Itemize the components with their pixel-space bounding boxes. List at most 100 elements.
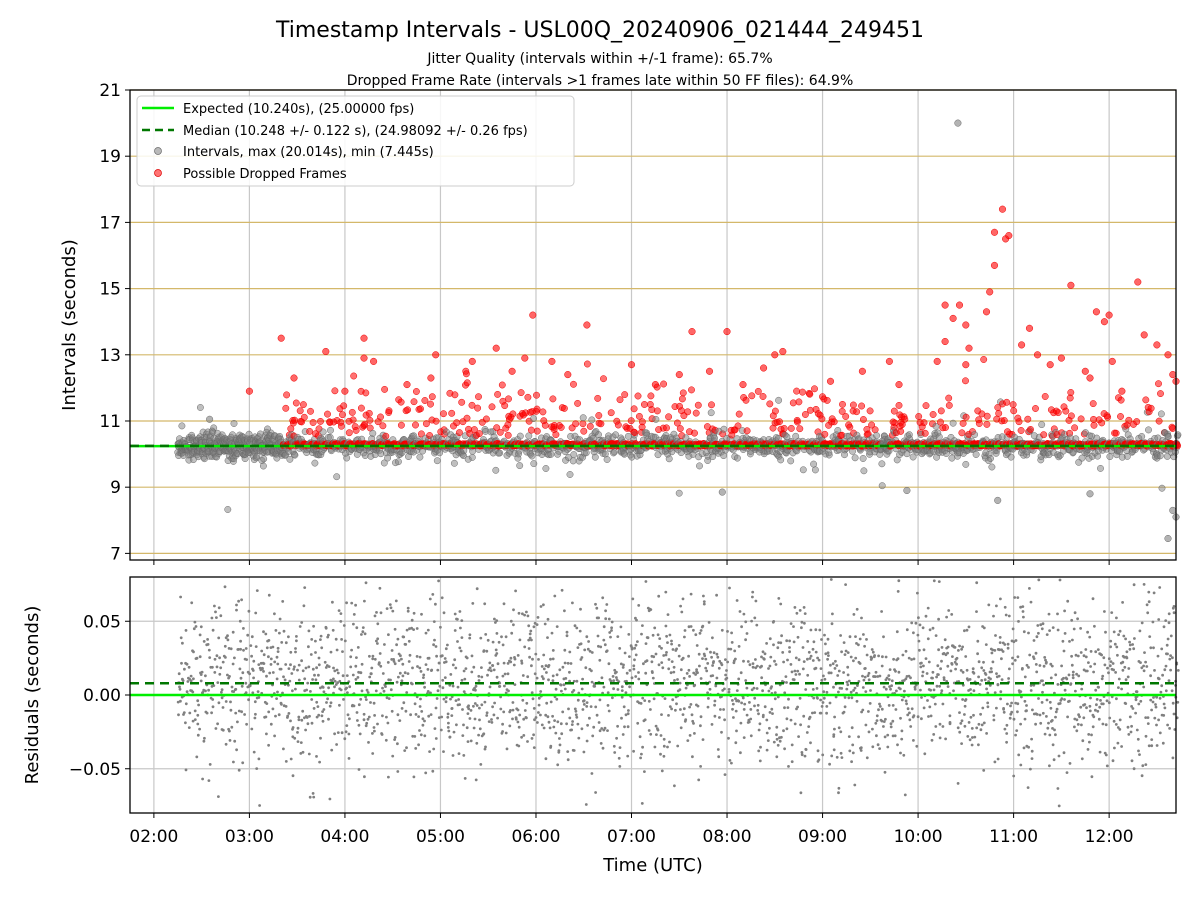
- residual-point: [206, 643, 210, 646]
- residual-point: [327, 665, 331, 668]
- residual-point: [726, 630, 729, 633]
- dropped-frame-point: [292, 399, 300, 407]
- residual-point: [376, 642, 379, 645]
- residual-point: [280, 702, 283, 706]
- residual-point: [660, 661, 664, 664]
- residual-point: [246, 633, 250, 637]
- residual-point: [579, 642, 583, 646]
- interval-outlier-point: [206, 415, 214, 423]
- residual-point: [247, 698, 251, 702]
- residual-point: [565, 630, 569, 634]
- residual-point: [373, 729, 376, 733]
- residual-point: [297, 715, 301, 719]
- dropped-frame-point: [789, 399, 797, 407]
- residual-point: [526, 740, 529, 743]
- interval-point: [416, 453, 424, 461]
- dropped-frame-point: [509, 410, 517, 418]
- residual-point: [717, 666, 721, 670]
- residual-point: [274, 629, 278, 632]
- dropped-frame-point: [379, 422, 387, 430]
- residual-point: [728, 586, 731, 590]
- residual-point: [525, 716, 528, 720]
- residual-point: [668, 740, 671, 744]
- residual-point: [546, 617, 550, 621]
- residual-point: [390, 709, 394, 713]
- residual-point: [660, 713, 663, 716]
- residual-point: [543, 622, 547, 626]
- residual-point: [293, 665, 296, 669]
- dropped-outlier-point: [760, 364, 768, 372]
- residual-point: [494, 648, 498, 652]
- interval-point: [787, 457, 795, 465]
- residual-point: [367, 715, 371, 719]
- residual-point: [418, 655, 422, 659]
- residual-point: [254, 712, 257, 716]
- interval-point: [230, 420, 238, 427]
- dropped-frame-point: [890, 407, 898, 415]
- residual-point: [301, 709, 305, 713]
- residual-point: [707, 621, 711, 624]
- dropped-frame-point: [597, 420, 605, 428]
- residual-point: [210, 616, 214, 620]
- residual-point: [702, 594, 705, 598]
- residual-point: [315, 755, 318, 758]
- residual-point: [642, 662, 645, 666]
- residual-point: [513, 657, 517, 661]
- residual-point: [488, 661, 492, 665]
- residual-point: [287, 635, 290, 639]
- dropped-frame-point: [412, 421, 419, 429]
- dropped-frame-point: [849, 401, 857, 409]
- residual-point: [184, 629, 188, 632]
- residual-point: [460, 636, 464, 639]
- residual-point: [621, 733, 625, 736]
- dropped-frame-point: [317, 417, 324, 425]
- residual-point: [686, 739, 690, 742]
- residual-point: [468, 633, 472, 637]
- dropped-frame-point: [533, 405, 541, 413]
- residual-point: [460, 678, 464, 682]
- residual-point: [491, 664, 495, 667]
- residual-point: [493, 617, 496, 621]
- residual-point: [516, 708, 520, 712]
- interval-point: [311, 459, 319, 467]
- residual-point: [713, 714, 717, 718]
- residual-point: [208, 656, 212, 659]
- residual-point: [704, 657, 708, 661]
- dropped-frame-point: [296, 407, 304, 415]
- residual-point: [317, 713, 321, 717]
- residual-point: [199, 673, 203, 676]
- residual-point: [594, 791, 597, 794]
- residual-point: [728, 759, 732, 762]
- residual-point: [255, 589, 259, 592]
- residual-point: [599, 742, 603, 745]
- residual-point: [405, 691, 409, 694]
- residual-point: [703, 654, 707, 658]
- interval-point: [652, 415, 660, 423]
- residual-point: [192, 677, 195, 681]
- residual-point: [370, 666, 374, 670]
- residual-point: [292, 667, 296, 671]
- residual-point: [589, 705, 593, 708]
- dropped-frame-point: [539, 408, 547, 416]
- residual-point: [450, 707, 454, 710]
- interval-point: [775, 396, 783, 404]
- residual-point: [333, 732, 336, 736]
- residual-point: [202, 739, 206, 743]
- dropped-outlier-point: [1005, 232, 1013, 240]
- residual-point: [267, 743, 270, 747]
- residual-point: [294, 687, 297, 691]
- residual-point: [462, 723, 465, 727]
- residual-point: [474, 778, 478, 782]
- residual-point: [211, 628, 215, 632]
- residual-point: [664, 590, 668, 594]
- residual-point: [414, 747, 418, 750]
- residual-point: [720, 628, 724, 632]
- dropped-frame-point: [287, 425, 295, 433]
- residual-point: [379, 611, 383, 615]
- dropped-frame-point: [496, 428, 504, 436]
- residual-point: [345, 601, 348, 605]
- dropped-frame-point: [614, 421, 622, 429]
- residual-point: [180, 661, 183, 665]
- residual-point: [363, 632, 367, 636]
- residual-point: [312, 624, 315, 628]
